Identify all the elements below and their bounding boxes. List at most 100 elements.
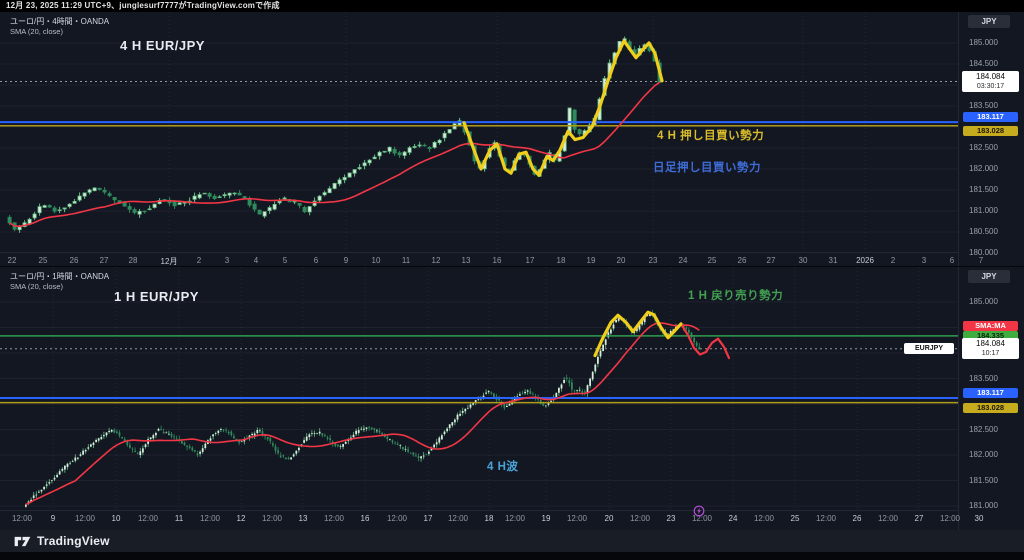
time-tick: 12:00 bbox=[504, 514, 526, 523]
symbol-tag: EURJPY bbox=[904, 343, 954, 355]
time-tick: 30 bbox=[798, 256, 808, 265]
price-tick: 181.500 bbox=[969, 185, 998, 194]
time-tick: 2 bbox=[890, 256, 896, 265]
note-daily-dip-buyers: 日足押し目買い勢力 bbox=[653, 162, 761, 174]
time-tick: 25 bbox=[790, 514, 800, 523]
price-axis-4h[interactable]: JPY 185.000 184.500 183.500 182.500 182.000 18… bbox=[958, 12, 1024, 266]
time-tick: 26 bbox=[852, 514, 862, 523]
time-tick: 30 bbox=[974, 514, 984, 523]
legend-indicator[interactable]: SMA (20, close) bbox=[10, 27, 63, 36]
price-tick: 181.000 bbox=[969, 501, 998, 510]
brand-name: TradingView bbox=[37, 534, 110, 548]
time-tick: 16 bbox=[360, 514, 370, 523]
price-tick: 185.000 bbox=[969, 38, 998, 47]
candles-4h bbox=[7, 36, 662, 233]
bottom-strip bbox=[0, 552, 1024, 560]
wave-annotation-1h bbox=[593, 310, 683, 358]
time-tick: 24 bbox=[728, 514, 738, 523]
price-tick: 181.000 bbox=[969, 206, 998, 215]
time-tick: 12:00 bbox=[74, 514, 96, 523]
time-tick: 12:00 bbox=[566, 514, 588, 523]
time-tick: 23 bbox=[666, 514, 676, 523]
plot-1h[interactable] bbox=[0, 267, 958, 510]
price-tick: 182.000 bbox=[969, 164, 998, 173]
time-tick: 20 bbox=[604, 514, 614, 523]
time-tick: 9 bbox=[50, 514, 56, 523]
note-4h-dip-buyers: 4 H 押し目買い勢力 bbox=[657, 130, 765, 142]
time-tick: 9 bbox=[343, 256, 349, 265]
time-tick: 11 bbox=[174, 514, 184, 523]
time-tick: 6 bbox=[949, 256, 955, 265]
red-forecast-line bbox=[679, 322, 731, 360]
time-tick: 13 bbox=[461, 256, 471, 265]
last-price-value: 184.084 bbox=[976, 71, 1005, 81]
level-tag-yellow: 183.028 bbox=[963, 125, 1018, 136]
note-1h-rally-sellers: 1 H 戻り売り勢力 bbox=[688, 290, 784, 302]
time-tick: 7 bbox=[978, 256, 984, 265]
time-tick: 25 bbox=[38, 256, 48, 265]
time-tick: 6 bbox=[313, 256, 319, 265]
chart-panel-1h: JPY185.000184.500183.500182.500182.00018… bbox=[0, 267, 1024, 530]
plot-4h[interactable] bbox=[0, 12, 958, 252]
time-tick: 10 bbox=[111, 514, 121, 523]
last-price-box: 184.084 03:30:17 bbox=[962, 70, 1019, 92]
legend-4h: ユーロ/円・4時間・OANDA SMA (20, close) bbox=[10, 16, 109, 37]
time-tick: 12:00 bbox=[939, 514, 961, 523]
economic-event-icon[interactable] bbox=[693, 505, 705, 517]
time-tick: 13 bbox=[298, 514, 308, 523]
tradingview-logo-link[interactable]: TradingView bbox=[0, 530, 1024, 552]
time-tick: 5 bbox=[282, 256, 288, 265]
price-tick: 182.000 bbox=[969, 450, 998, 459]
time-tick: 17 bbox=[525, 256, 535, 265]
time-tick: 23 bbox=[648, 256, 658, 265]
time-tick: 12:00 bbox=[11, 514, 33, 523]
time-tick: 12:00 bbox=[629, 514, 651, 523]
currency-button-4h[interactable]: JPY bbox=[968, 15, 1010, 28]
time-tick: 12:00 bbox=[386, 514, 408, 523]
last-price-box: 184.084 10:17 bbox=[962, 337, 1019, 359]
time-tick: 12:00 bbox=[877, 514, 899, 523]
time-tick: 26 bbox=[737, 256, 747, 265]
candles-1h bbox=[25, 309, 701, 508]
sma-value-tag: SMA:MA bbox=[963, 320, 1018, 331]
chart-panel-4h: JPY 185.000 184.500 183.500 182.500 182.000 18… bbox=[0, 12, 1024, 266]
attribution-bar: 12月 23, 2025 11:29 UTC+9、junglesurf7777が… bbox=[0, 0, 1024, 12]
time-tick: 18 bbox=[556, 256, 566, 265]
time-tick: 26 bbox=[69, 256, 79, 265]
time-axis-1h[interactable]: 12:00 9 12:00 10 12:00 11 12:00 12 12:00 13 12:00 1… bbox=[0, 510, 983, 530]
price-tick: 180.500 bbox=[969, 227, 998, 236]
time-axis-4h[interactable]: 22 25 26 27 28 12月 2 3 4 5 6 9 10 11 12 13 16 17 18 19 20 23 2… bbox=[0, 252, 983, 266]
time-tick: 12 bbox=[236, 514, 246, 523]
time-tick: 2 bbox=[196, 256, 202, 265]
time-tick: 12 bbox=[431, 256, 441, 265]
time-tick: 12:00 bbox=[137, 514, 159, 523]
level-tag-blue: 183.117 bbox=[963, 112, 1018, 123]
time-tick: 12:00 bbox=[815, 514, 837, 523]
currency-button-1h[interactable]: JPY bbox=[968, 270, 1010, 283]
price-axis-1h[interactable]: JPY185.000184.500183.500182.500182.00018… bbox=[904, 267, 1024, 530]
footer: TradingView bbox=[0, 530, 1024, 552]
legend-1h: ユーロ/円・1時間・OANDA SMA (20, close) bbox=[10, 271, 109, 292]
level-tag-green: 184.335 bbox=[963, 330, 1018, 341]
bar-countdown: 10:17 bbox=[981, 349, 1000, 357]
time-tick: 17 bbox=[423, 514, 433, 523]
price-tick: 182.500 bbox=[969, 424, 998, 434]
level-tag-yellow: 183.028 bbox=[963, 402, 1018, 413]
time-tick: 12:00 bbox=[261, 514, 283, 523]
legend-indicator[interactable]: SMA (20, close) bbox=[10, 282, 63, 291]
time-tick: 11 bbox=[401, 256, 411, 265]
time-tick: 22 bbox=[7, 256, 17, 265]
time-tick: 27 bbox=[766, 256, 776, 265]
time-tick: 28 bbox=[128, 256, 138, 265]
time-tick: 19 bbox=[541, 514, 551, 523]
sma-line-4h bbox=[9, 81, 661, 228]
chart-title-4h: 4 H EUR/JPY bbox=[120, 38, 205, 53]
time-tick: 3 bbox=[921, 256, 927, 265]
time-tick: 19 bbox=[586, 256, 596, 265]
time-tick: 16 bbox=[492, 256, 502, 265]
legend-symbol[interactable]: ユーロ/円・1時間・OANDA bbox=[10, 272, 110, 281]
legend-symbol[interactable]: ユーロ/円・4時間・OANDA bbox=[10, 17, 110, 26]
level-tag-blue: 183.117 bbox=[963, 388, 1018, 398]
time-tick: 27 bbox=[99, 256, 109, 265]
